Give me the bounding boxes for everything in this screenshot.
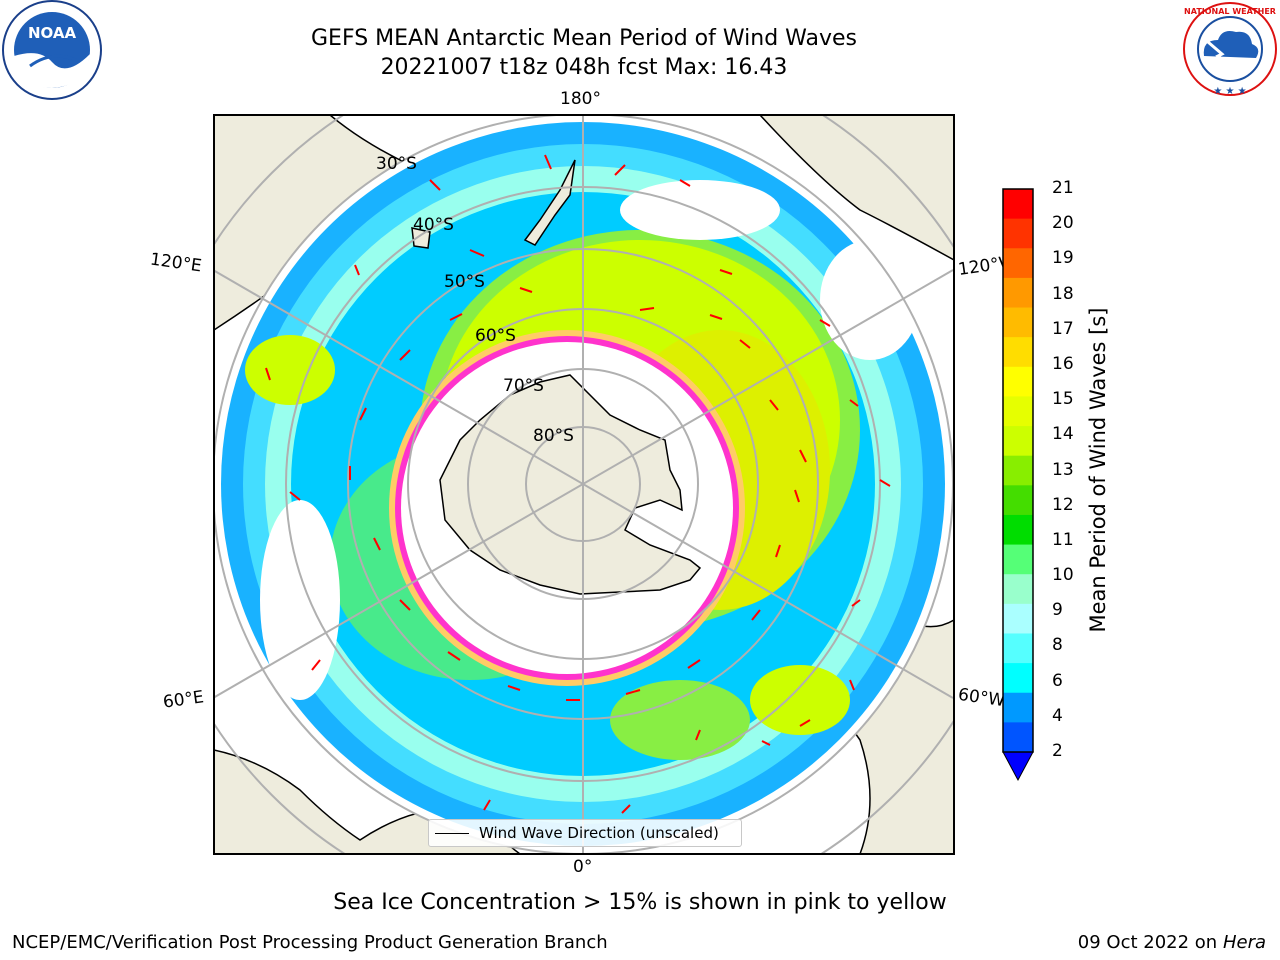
colorbar-band [1003, 248, 1033, 279]
colorbar-band [1003, 277, 1033, 309]
colorbar-tick-label: 10 [1052, 565, 1074, 586]
lat-label-60s: 60°S [475, 326, 516, 346]
colorbar-tick-label: 15 [1052, 389, 1074, 410]
colorbar-tick-label: 11 [1052, 529, 1074, 550]
wind-direction-arrows [265, 154, 891, 814]
colorbar-tick-label: 17 [1052, 318, 1074, 339]
colorbar-band [1003, 574, 1033, 605]
lon-label-0: 0° [573, 857, 593, 877]
footer-host: Hera [1222, 932, 1266, 953]
colorbar-band [1003, 189, 1033, 220]
colorbar-tick-label: 21 [1052, 178, 1074, 198]
colorbar-extend-arrow [1002, 751, 1034, 782]
colorbar-band [1003, 366, 1033, 397]
colorbar-tick-label: 16 [1052, 353, 1074, 374]
noaa-logo: NOAA [0, 0, 104, 104]
colorbar-tick-label: 2 [1052, 741, 1063, 761]
colorbar [1002, 188, 1034, 782]
lat-label-80s: 80°S [533, 426, 574, 446]
colorbar-band [1003, 663, 1033, 694]
svg-text:NOAA: NOAA [28, 24, 77, 42]
colorbar-band [1003, 396, 1033, 427]
sea-ice-caption: Sea Ice Concentration > 15% is shown in … [333, 890, 947, 915]
svg-text:NATIONAL WEATHER: NATIONAL WEATHER [1184, 7, 1276, 16]
colorbar-tick-label: 4 [1052, 705, 1063, 726]
colorbar-tick-label: 19 [1052, 248, 1074, 269]
footer-date-text: 09 Oct 2022 on [1077, 932, 1223, 953]
lon-label-120e: 120°E [148, 249, 203, 277]
new-zealand-land [523, 159, 576, 246]
colorbar-tick-label: 18 [1052, 283, 1074, 304]
colorbar-tick-label: 12 [1052, 494, 1074, 515]
colorbar-band [1003, 603, 1033, 634]
colorbar-band [1003, 692, 1033, 723]
colorbar-tick-label: 8 [1052, 635, 1063, 656]
colorbar-band [1003, 337, 1033, 368]
map-legend: Wind Wave Direction (unscaled) [428, 819, 742, 847]
colorbar-band [1003, 485, 1033, 516]
map-title: GEFS MEAN Antarctic Mean Period of Wind … [311, 26, 857, 51]
colorbar-tick-label: 6 [1052, 670, 1063, 691]
lat-label-40s: 40°S [413, 215, 454, 235]
colorbar-tick-label: 20 [1052, 213, 1074, 234]
footer-credit: NCEP/EMC/Verification Post Processing Pr… [12, 932, 608, 953]
antarctica-land [439, 374, 702, 595]
nws-logo: NATIONAL WEATHER ★ ★ ★ [1180, 0, 1280, 100]
lon-label-180: 180° [560, 89, 601, 109]
colorbar-band [1003, 514, 1033, 546]
footer-date: 09 Oct 2022 on Hera [1078, 932, 1266, 953]
lon-label-60e: 60°E [161, 687, 206, 713]
svg-text:★ ★ ★: ★ ★ ★ [1213, 86, 1246, 97]
colorbar-tick-label: 13 [1052, 459, 1074, 480]
north-america-land [758, 115, 954, 261]
legend-line-icon [435, 832, 469, 834]
lon-label-60w: 60°W [956, 684, 1007, 712]
lat-label-50s: 50°S [444, 272, 485, 292]
colorbar-band [1003, 218, 1033, 249]
colorbar-band [1003, 426, 1033, 457]
colorbar-band [1003, 307, 1033, 338]
colorbar-band [1003, 633, 1033, 664]
colorbar-tick-label: 9 [1052, 600, 1063, 621]
legend-label: Wind Wave Direction (unscaled) [479, 824, 719, 842]
colorbar-band [1003, 544, 1033, 575]
colorbar-tick-label: 14 [1052, 424, 1074, 445]
lat-label-70s: 70°S [503, 376, 544, 396]
lat-label-30s: 30°S [376, 154, 417, 174]
map-subtitle: 20221007 t18z 048h fcst Max: 16.43 [380, 55, 788, 80]
colorbar-band [1003, 455, 1033, 486]
colorbar-band [1003, 722, 1033, 753]
polar-map: 30°S 40°S 50°S 60°S 70°S 80°S [213, 114, 955, 855]
